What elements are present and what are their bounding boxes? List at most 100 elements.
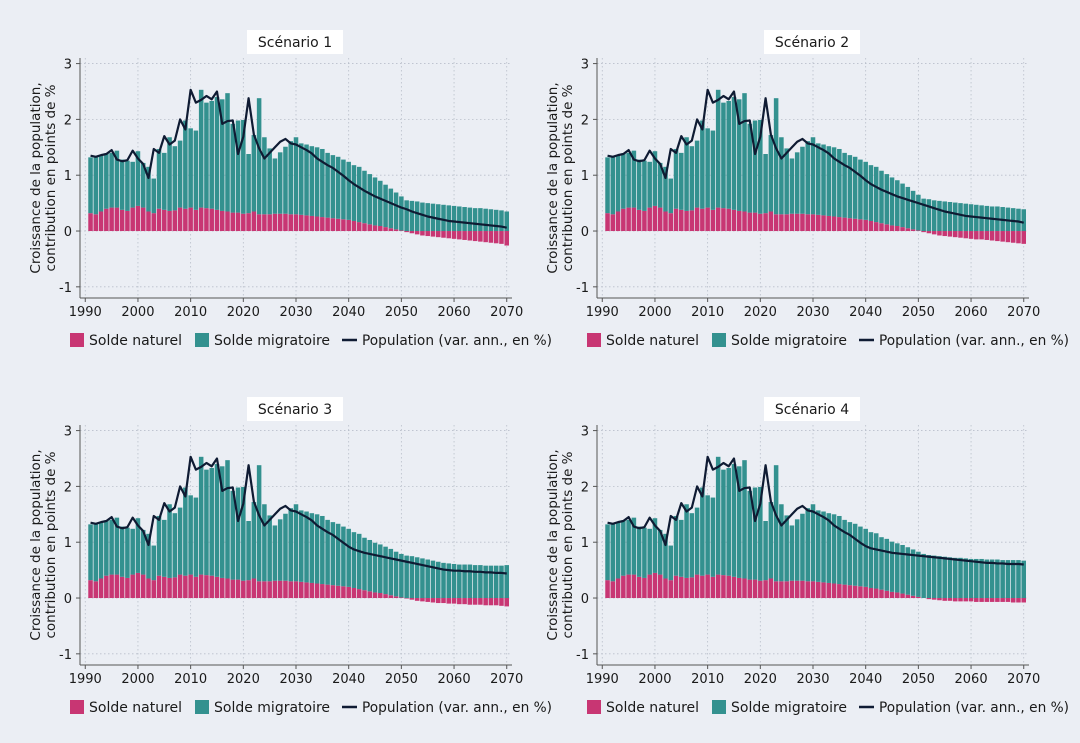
bar-solde-naturel [752,212,758,232]
bar-solde-naturel [262,581,267,599]
bar-solde-migratoire [125,160,130,211]
bar-solde-migratoire [214,97,220,210]
bar-solde-migratoire [198,456,204,575]
bar-solde-migratoire [356,166,362,223]
bar-solde-migratoire [679,152,684,210]
bar-solde-naturel [1005,231,1011,243]
bar-solde-migratoire [478,565,483,599]
y-tick-label: 0 [64,592,72,607]
bar-solde-migratoire [794,519,800,581]
bar-solde-naturel [863,586,868,599]
x-tick-label: 2060 [955,305,988,320]
bar-solde-naturel [773,214,779,232]
bar-solde-naturel [847,585,853,599]
bar-solde-naturel [472,598,478,605]
bar-solde-naturel [256,214,262,232]
bar-solde-naturel [736,210,742,232]
bar-solde-naturel [151,213,157,232]
y-tick-label: 1 [64,536,72,551]
bar-solde-naturel [995,598,1000,602]
x-tick-label: 2010 [174,305,207,320]
bar-solde-naturel [488,231,494,243]
bar-solde-naturel [989,231,995,241]
bar-solde-naturel [763,213,768,232]
bar-solde-naturel [267,581,272,599]
bar-solde-naturel [884,590,890,599]
bar-solde-migratoire [493,565,499,599]
bar-solde-naturel [873,588,879,599]
bar-solde-migratoire [731,464,737,577]
bar-solde-naturel [98,578,104,599]
bar-solde-migratoire [647,528,652,575]
bar-solde-migratoire [446,205,452,232]
bar-solde-naturel [937,598,942,601]
bar-solde-naturel [125,577,130,599]
bar-solde-naturel [399,230,404,232]
bar-solde-migratoire [177,507,183,575]
bar-solde-migratoire [905,186,911,229]
bar-solde-naturel [837,217,842,232]
bar-solde-naturel [615,578,621,599]
bar-solde-migratoire [262,137,267,215]
bar-solde-migratoire [414,201,420,232]
bar-solde-naturel [420,231,425,236]
bar-solde-migratoire [388,188,394,229]
bar-solde-naturel [705,574,710,599]
bar-solde-naturel [451,231,457,239]
bar-solde-migratoire [230,490,236,580]
y-axis-label-line-1: Croissance de la population, [28,82,44,273]
bar-solde-migratoire [241,486,246,581]
legend-label-solde-migratoire: Solde migratoire [731,333,847,349]
bar-solde-migratoire [694,507,700,575]
bar-solde-migratoire [1016,560,1021,599]
bar-solde-naturel [847,218,853,232]
bar-solde-naturel [304,582,309,599]
bar-solde-migratoire [493,209,499,232]
bar-solde-migratoire [283,146,288,214]
y-tick-label: 3 [581,425,589,440]
bar-solde-migratoire [884,538,890,591]
y-tick-label: 3 [64,425,72,440]
bar-solde-naturel [610,581,616,599]
bar-solde-naturel [146,578,151,599]
y-axis-label-line-2: contribution en points de % [43,451,59,638]
bar-solde-naturel [747,579,753,599]
bar-solde-migratoire [409,200,415,232]
bar-solde-migratoire [246,154,251,214]
bar-solde-migratoire [779,504,784,582]
bar-solde-migratoire [283,513,288,581]
bar-solde-naturel [742,578,747,599]
x-tick-label: 2020 [227,672,260,687]
bar-solde-naturel [104,575,109,599]
bar-solde-migratoire [852,523,858,586]
bar-solde-migratoire [209,100,214,209]
bar-solde-migratoire [299,143,304,215]
bar-solde-naturel [663,578,668,599]
bar-solde-migratoire [446,563,452,599]
bar-solde-naturel [414,231,420,235]
y-tick-label: -1 [576,281,589,296]
bar-solde-naturel [462,231,467,240]
bar-solde-naturel [320,217,325,232]
y-tick-label: -1 [576,648,589,663]
x-tick-label: 2060 [438,305,471,320]
bar-solde-migratoire [779,137,784,215]
bar-solde-naturel [293,581,299,599]
bar-solde-naturel [235,579,241,599]
bar-solde-migratoire [610,523,616,582]
bar-solde-migratoire [752,120,758,213]
bar-solde-migratoire [926,555,932,599]
bar-solde-naturel [177,207,183,232]
bar-solde-naturel [942,598,947,601]
bar-solde-migratoire [1010,560,1016,599]
bar-solde-naturel [214,209,220,232]
bars [88,456,509,607]
bar-solde-migratoire [736,99,742,211]
bar-solde-migratoire [235,487,241,580]
bar-solde-naturel [483,231,488,243]
bar-solde-migratoire [277,519,283,581]
bar-solde-migratoire [726,100,731,209]
bar-solde-migratoire [272,158,278,214]
bar-solde-migratoire [837,148,842,218]
bar-solde-migratoire [673,515,679,576]
